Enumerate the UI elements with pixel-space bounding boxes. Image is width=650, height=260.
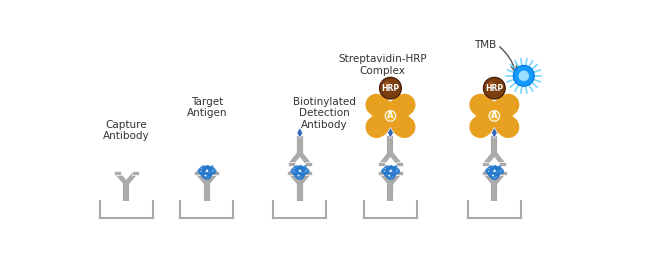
Text: HRP: HRP bbox=[382, 84, 400, 93]
Bar bbox=[194, 171, 202, 175]
Circle shape bbox=[484, 77, 505, 99]
Bar bbox=[378, 162, 385, 166]
Bar bbox=[482, 171, 489, 175]
Bar bbox=[306, 171, 312, 175]
Bar bbox=[378, 171, 385, 175]
Circle shape bbox=[519, 71, 529, 81]
Text: TMB: TMB bbox=[474, 41, 496, 50]
Bar bbox=[132, 171, 138, 175]
Bar bbox=[287, 171, 294, 175]
Text: Streptavidin-HRP
Complex: Streptavidin-HRP Complex bbox=[339, 54, 427, 76]
Text: HRP: HRP bbox=[486, 84, 503, 93]
Circle shape bbox=[489, 111, 500, 121]
Circle shape bbox=[384, 81, 391, 88]
Bar bbox=[500, 171, 507, 175]
Polygon shape bbox=[491, 127, 497, 138]
Bar bbox=[288, 162, 294, 166]
Text: Biotinylated
Detection
Antibody: Biotinylated Detection Antibody bbox=[293, 97, 356, 130]
Text: A: A bbox=[491, 111, 498, 120]
Polygon shape bbox=[297, 127, 303, 138]
Bar bbox=[396, 162, 402, 166]
Circle shape bbox=[514, 66, 534, 86]
Bar bbox=[305, 162, 312, 166]
Bar bbox=[482, 162, 489, 166]
Text: Capture
Antibody: Capture Antibody bbox=[103, 120, 150, 141]
Circle shape bbox=[488, 81, 494, 88]
Bar bbox=[114, 171, 121, 175]
Circle shape bbox=[380, 77, 401, 99]
Bar bbox=[396, 171, 403, 175]
Text: A: A bbox=[387, 111, 394, 120]
Bar bbox=[499, 162, 506, 166]
Text: Target
Antigen: Target Antigen bbox=[187, 97, 227, 118]
Bar bbox=[213, 171, 219, 175]
Circle shape bbox=[385, 111, 396, 121]
Polygon shape bbox=[387, 127, 393, 138]
